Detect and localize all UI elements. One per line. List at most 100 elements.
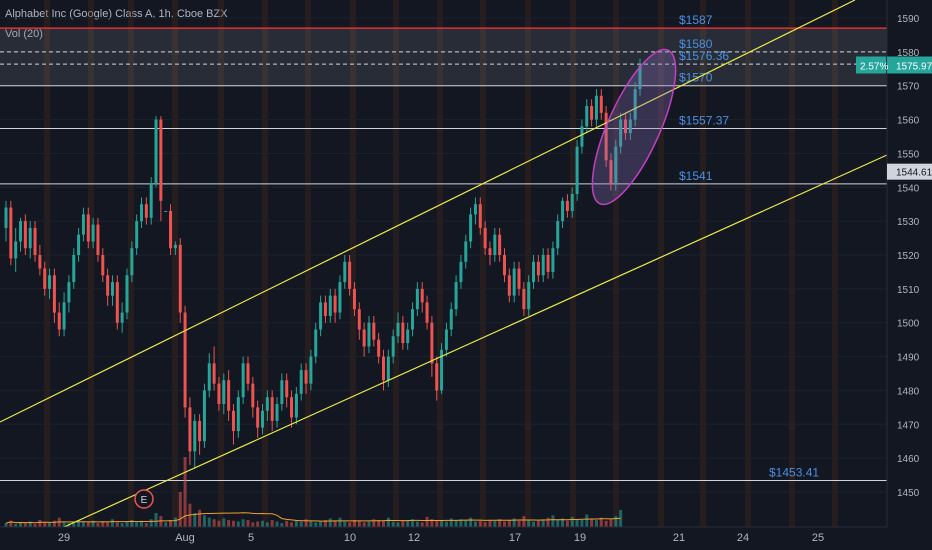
candle-body bbox=[173, 244, 177, 249]
candle-body bbox=[619, 119, 623, 147]
candle-body bbox=[130, 248, 134, 276]
volume-bar bbox=[381, 520, 385, 527]
volume-bar bbox=[227, 520, 231, 527]
volume-bar bbox=[507, 520, 511, 527]
candle-body bbox=[198, 420, 202, 442]
volume-bar bbox=[527, 520, 531, 527]
candle-body bbox=[473, 204, 477, 215]
candle-body bbox=[72, 255, 76, 283]
level-label: $1587 bbox=[679, 13, 713, 27]
candle-body bbox=[222, 380, 226, 404]
volume-bar bbox=[43, 522, 47, 527]
volume-bar bbox=[96, 523, 100, 527]
volume-bar bbox=[473, 521, 477, 527]
price-tick-label: 1540 bbox=[897, 183, 920, 194]
price-tick-label: 1520 bbox=[897, 251, 920, 262]
candle-body bbox=[352, 288, 356, 310]
volume-bar bbox=[140, 520, 144, 527]
candle-body bbox=[202, 390, 206, 442]
candle-body bbox=[396, 322, 400, 337]
candle-body bbox=[386, 356, 390, 381]
candle-body bbox=[343, 261, 347, 283]
volume-bar bbox=[459, 519, 463, 527]
volume-bar bbox=[580, 520, 584, 527]
volume-bar bbox=[377, 520, 381, 527]
candle-body bbox=[454, 282, 458, 310]
volume-bar bbox=[193, 513, 197, 527]
candle-body bbox=[285, 380, 289, 398]
candle-body bbox=[159, 119, 163, 201]
volume-bar bbox=[352, 520, 356, 527]
candle-body bbox=[106, 275, 110, 296]
candle-body bbox=[464, 241, 468, 262]
volume-bar bbox=[406, 520, 410, 527]
volume-bar bbox=[444, 521, 448, 527]
candle-body bbox=[43, 268, 47, 289]
last-price-value: 1575.97 bbox=[896, 62, 932, 73]
candle-body bbox=[81, 214, 85, 235]
volume-bar bbox=[217, 520, 221, 527]
candle-body bbox=[125, 275, 129, 313]
session-band bbox=[570, 0, 576, 527]
candle-body bbox=[309, 356, 313, 384]
candle-body bbox=[570, 194, 574, 211]
candle-body bbox=[401, 322, 405, 344]
session-band bbox=[44, 0, 50, 527]
volume-bar bbox=[28, 521, 32, 527]
volume-bar bbox=[483, 522, 487, 527]
candle-body bbox=[561, 200, 565, 222]
level-label: $1580 bbox=[679, 37, 713, 51]
level-price-value: 1544.61 bbox=[896, 168, 932, 179]
volume-bar bbox=[561, 518, 565, 527]
price-tick-label: 1500 bbox=[897, 319, 920, 330]
candle-body bbox=[246, 363, 250, 384]
candle-body bbox=[348, 261, 352, 289]
volume-bar bbox=[19, 522, 23, 527]
candle-body bbox=[459, 261, 463, 283]
price-tick-label: 1580 bbox=[897, 48, 920, 59]
candle-body bbox=[493, 234, 497, 255]
change-tag bbox=[856, 56, 886, 74]
candle-body bbox=[449, 309, 453, 330]
channel-upper-trendline bbox=[0, 0, 856, 423]
volume-bar bbox=[125, 521, 129, 527]
volume-bar bbox=[546, 517, 550, 527]
candle-body bbox=[541, 255, 545, 276]
candle-body bbox=[381, 356, 385, 381]
candle-body bbox=[135, 221, 139, 249]
candle-body bbox=[261, 410, 265, 428]
volume-bar bbox=[401, 520, 405, 527]
price-tick-label: 1570 bbox=[897, 82, 920, 93]
candle-body bbox=[522, 288, 526, 310]
price-tick-label: 1490 bbox=[897, 353, 920, 364]
candle-body bbox=[140, 204, 144, 222]
volume-bar bbox=[319, 521, 323, 527]
volume-bar bbox=[149, 519, 153, 527]
candle-body bbox=[488, 248, 492, 255]
candle-body bbox=[420, 288, 424, 303]
volume-bar bbox=[110, 519, 114, 527]
time-axis bbox=[0, 527, 932, 550]
candle-body bbox=[270, 397, 274, 421]
candle-body bbox=[623, 119, 627, 134]
volume-bar bbox=[77, 520, 81, 527]
volume-bar bbox=[619, 509, 623, 527]
volume-bar bbox=[556, 520, 560, 527]
candle-body bbox=[304, 370, 308, 384]
price-tick-label: 1560 bbox=[897, 116, 920, 127]
volume-bar bbox=[599, 517, 603, 527]
volume-bar bbox=[101, 521, 105, 527]
candle-body bbox=[23, 221, 27, 249]
candle-body bbox=[290, 397, 294, 418]
volume-bar bbox=[415, 521, 419, 527]
candle-body bbox=[638, 65, 642, 90]
time-tick-label: Aug bbox=[175, 532, 195, 544]
volume-bar bbox=[290, 522, 294, 527]
volume-bar bbox=[478, 520, 482, 527]
candle-body bbox=[149, 183, 153, 218]
volume-bar bbox=[541, 519, 545, 527]
candle-body bbox=[377, 339, 381, 357]
volume-bar bbox=[135, 522, 139, 527]
candle-body bbox=[38, 255, 42, 269]
